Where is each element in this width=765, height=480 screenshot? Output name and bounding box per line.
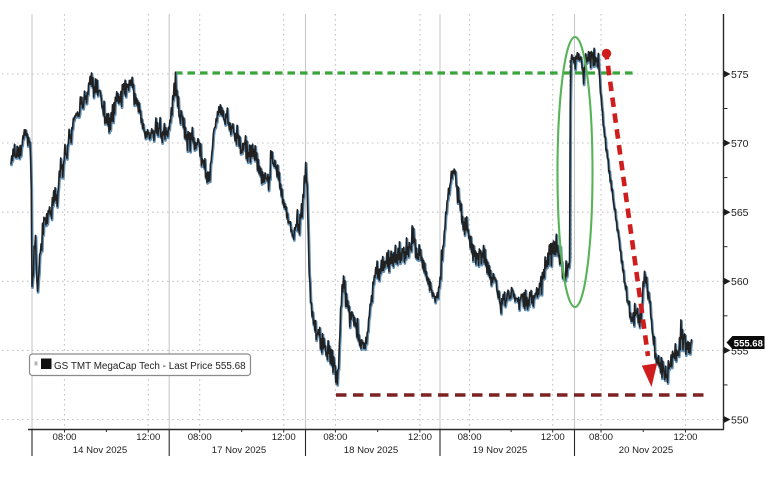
- svg-text:550: 550: [731, 414, 749, 426]
- svg-text:12:00: 12:00: [272, 432, 296, 443]
- svg-text:08:00: 08:00: [458, 432, 482, 443]
- svg-text:20 Nov 2025: 20 Nov 2025: [619, 445, 673, 456]
- svg-text:555.68: 555.68: [734, 339, 763, 350]
- svg-text:08:00: 08:00: [188, 432, 212, 443]
- svg-text:14 Nov 2025: 14 Nov 2025: [73, 445, 127, 456]
- svg-text:12:00: 12:00: [541, 432, 565, 443]
- svg-text:08:00: 08:00: [52, 432, 76, 443]
- svg-text:12:00: 12:00: [136, 432, 160, 443]
- svg-text:575: 575: [731, 69, 749, 81]
- svg-text:18 Nov 2025: 18 Nov 2025: [344, 445, 398, 456]
- svg-text:08:00: 08:00: [589, 432, 613, 443]
- svg-text:GS TMT MegaCap Tech - Last Pri: GS TMT MegaCap Tech - Last Price 555.68: [54, 361, 246, 372]
- svg-text:19 Nov 2025: 19 Nov 2025: [473, 445, 527, 456]
- svg-text:12:00: 12:00: [408, 432, 432, 443]
- svg-text:17 Nov 2025: 17 Nov 2025: [212, 445, 266, 456]
- svg-text:08:00: 08:00: [323, 432, 347, 443]
- svg-text:12:00: 12:00: [673, 432, 697, 443]
- svg-text:560: 560: [731, 276, 749, 288]
- svg-text:565: 565: [731, 207, 749, 219]
- svg-text:570: 570: [731, 138, 749, 150]
